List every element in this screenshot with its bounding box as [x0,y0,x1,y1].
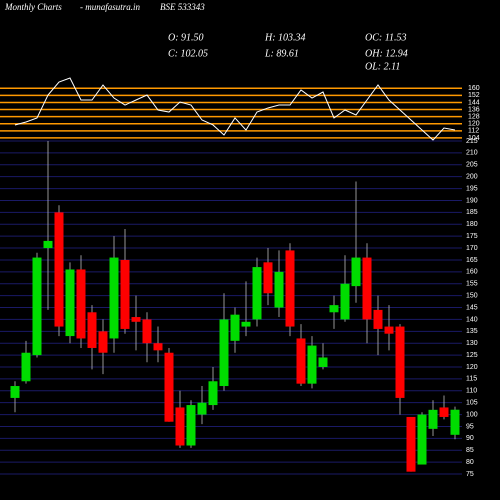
candle-body [175,407,185,446]
y-tick-label: 120 [466,364,478,371]
candle-body [252,267,262,320]
candle-body [186,405,196,446]
candle-body [219,319,229,387]
candle-body [428,409,438,429]
candle-body [43,240,53,249]
candle-body [54,212,64,327]
candle-body [241,321,251,327]
candle-body [164,352,174,422]
candle-body [142,319,152,344]
symbol: BSE 533343 [160,2,205,12]
candle-body [351,257,361,287]
y-tick-label: 140 [466,316,478,323]
y-tick-label: 165 [466,257,478,264]
candle-body [395,326,405,398]
y-tick-label: 136 [468,106,480,113]
y-tick-label: 190 [466,197,478,204]
y-tick-label: 155 [466,281,478,288]
y-tick-label: 205 [466,162,478,169]
y-tick-label: 105 [466,400,478,407]
y-tick-label: 185 [466,209,478,216]
candle-body [230,314,240,341]
candle-body [208,381,218,406]
candle-body [285,250,295,327]
y-tick-label: 195 [466,185,478,192]
candle-body [197,402,207,415]
y-tick-label: 112 [468,128,479,135]
candle-body [439,407,449,417]
y-tick-label: 115 [466,376,477,383]
candle-body [120,259,130,329]
y-tick-label: 160 [468,85,480,92]
y-tick-label: 128 [468,113,480,120]
stat: L: 89.61 [264,48,299,59]
y-tick-label: 85 [466,447,474,454]
y-tick-label: 135 [466,328,478,335]
y-tick-label: 144 [468,99,480,106]
candle-body [76,269,86,339]
candle-body [307,345,317,384]
candle-body [362,257,372,320]
y-tick-label: 160 [466,269,478,276]
candle-body [296,338,306,384]
candle-body [274,271,284,308]
candle-body [131,317,141,322]
stat: OC: 11.53 [365,32,406,43]
candle-body [318,357,328,367]
y-tick-label: 145 [466,304,478,311]
candle-body [98,331,108,353]
candle-body [340,283,350,320]
y-tick-label: 110 [466,388,477,395]
stat: O: 91.50 [168,32,204,43]
stat: OL: 2.11 [365,61,400,72]
y-tick-label: 125 [466,352,478,359]
y-tick-label: 104 [468,135,480,142]
candle-body [384,326,394,334]
y-tick-label: 170 [466,245,478,252]
candle-body [406,416,416,472]
chart-title: Monthly Charts [4,2,62,12]
stat: C: 102.05 [168,48,208,59]
y-tick-label: 80 [466,459,474,466]
candle-body [87,312,97,348]
candle-body [263,262,273,294]
y-tick-label: 215 [466,138,478,145]
y-tick-label: 180 [466,221,478,228]
candle-body [109,257,119,339]
candle-body [373,309,383,329]
candle-body [10,386,20,398]
y-tick-label: 152 [468,92,480,99]
candle-body [32,257,42,356]
y-tick-label: 95 [466,423,474,430]
y-tick-label: 210 [466,150,478,157]
y-tick-label: 150 [466,292,478,299]
y-tick-label: 175 [466,233,478,240]
stat: OH: 12.94 [365,48,408,59]
candle-body [65,269,75,337]
candle-body [153,343,163,351]
candle-body [329,305,339,313]
candle-body [417,414,427,465]
y-tick-label: 100 [466,411,478,418]
y-tick-label: 130 [466,340,478,347]
candle-body [21,352,31,382]
stat: H: 103.34 [264,32,306,43]
indicator-line [14,77,456,141]
y-tick-label: 75 [466,471,474,478]
y-tick-label: 90 [466,435,474,442]
site: - munafasutra.in [80,2,141,12]
candle-body [450,409,460,435]
y-tick-label: 120 [468,121,480,128]
y-tick-label: 200 [466,174,478,181]
